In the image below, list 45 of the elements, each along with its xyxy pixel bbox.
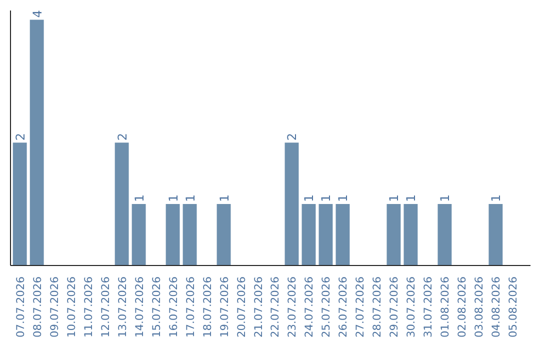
x-tick-label: 28.07.2026 bbox=[370, 276, 384, 338]
x-tick-label: 31.07.2026 bbox=[422, 276, 435, 338]
x-tick-label: 23.07.2026 bbox=[286, 276, 299, 338]
x-tick-label: 01.08.2026 bbox=[438, 276, 452, 338]
x-tick-label: 12.07.2026 bbox=[98, 276, 112, 338]
x-tick-label: 03.08.2026 bbox=[472, 276, 486, 338]
x-tick-label: 19.07.2026 bbox=[218, 276, 231, 338]
x-tick-label: 07.07.2026 bbox=[14, 276, 27, 338]
data-label: 1 bbox=[302, 194, 316, 202]
data-label: 1 bbox=[217, 194, 232, 202]
x-tick-label: 16.07.2026 bbox=[166, 276, 180, 338]
x-tick-label: 10.07.2026 bbox=[64, 276, 78, 338]
data-label: 2 bbox=[285, 132, 300, 141]
data-label: 2 bbox=[13, 132, 28, 141]
x-tick-label: 04.08.2026 bbox=[490, 276, 503, 338]
x-tick-label: 17.07.2026 bbox=[184, 276, 197, 338]
x-tick-label: 02.08.2026 bbox=[456, 276, 469, 338]
data-label: 1 bbox=[132, 194, 146, 202]
x-tick-label: 14.07.2026 bbox=[132, 276, 146, 338]
x-tick-label: 15.07.2026 bbox=[150, 276, 163, 338]
data-label: 1 bbox=[319, 194, 334, 202]
data-label: 1 bbox=[404, 194, 418, 202]
x-tick-label: 08.07.2026 bbox=[30, 276, 44, 338]
x-tick-label: 20.07.2026 bbox=[234, 276, 248, 338]
x-tick-label: 30.07.2026 bbox=[404, 276, 418, 338]
data-label: 1 bbox=[166, 194, 180, 202]
x-tick-label: 27.07.2026 bbox=[354, 276, 367, 338]
x-tick-label: 22.07.2026 bbox=[268, 276, 282, 338]
data-label: 4 bbox=[30, 10, 44, 18]
data-label: 1 bbox=[387, 194, 402, 202]
x-tick-label: 29.07.2026 bbox=[388, 276, 401, 338]
x-tick-label: 24.07.2026 bbox=[302, 276, 316, 338]
x-tick-label: 09.07.2026 bbox=[48, 276, 61, 338]
x-tick-label: 05.08.2026 bbox=[506, 276, 520, 338]
data-label: 1 bbox=[183, 194, 198, 202]
x-tick-label: 26.07.2026 bbox=[336, 276, 350, 338]
x-tick-label: 18.07.2026 bbox=[200, 276, 214, 338]
data-label: 1 bbox=[438, 194, 452, 202]
x-tick-label: 13.07.2026 bbox=[116, 276, 129, 338]
x-tick-label: 11.07.2026 bbox=[82, 276, 95, 338]
x-tick-label: 21.07.2026 bbox=[252, 276, 265, 338]
x-tick-label: 25.07.2026 bbox=[320, 276, 333, 338]
data-label: 1 bbox=[489, 194, 504, 202]
data-label: 1 bbox=[336, 194, 350, 202]
data-label: 2 bbox=[115, 132, 130, 141]
